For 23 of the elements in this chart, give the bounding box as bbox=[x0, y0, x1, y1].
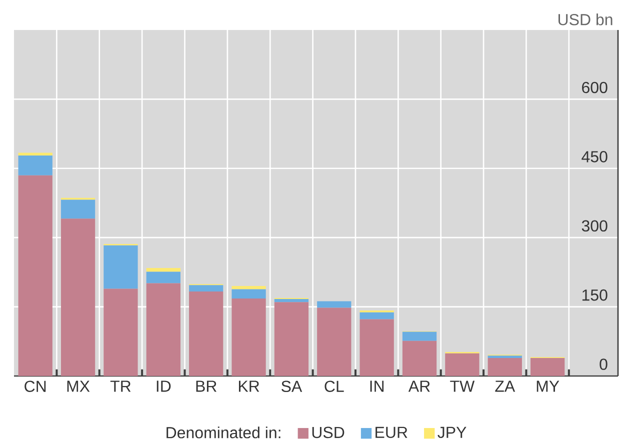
y-tick-label: 600 bbox=[582, 82, 608, 94]
legend-label: USD bbox=[312, 426, 344, 438]
y-tick-label: 150 bbox=[582, 289, 608, 301]
x-tick-label: AR bbox=[408, 380, 430, 392]
x-tick-label: CN bbox=[24, 380, 46, 392]
y-tick-label: 300 bbox=[582, 220, 608, 232]
x-tick-label: CL bbox=[324, 380, 344, 392]
x-tick-label: KR bbox=[238, 380, 260, 392]
x-tick-label: MX bbox=[67, 380, 90, 392]
y-tick-label: 450 bbox=[582, 151, 608, 162]
x-tick-label: TR bbox=[110, 380, 131, 392]
legend-label: JPY bbox=[438, 426, 466, 438]
x-tick-label: BR bbox=[196, 380, 216, 392]
x-tick-label: SA bbox=[282, 380, 302, 392]
y-tick-label: 0 bbox=[600, 358, 608, 370]
x-tick-label: TW bbox=[450, 380, 475, 392]
x-tick-label: MY bbox=[536, 380, 560, 392]
y-axis-title: USD bn bbox=[558, 14, 612, 26]
x-tick-label: ID bbox=[156, 380, 171, 392]
x-tick-label: ZA bbox=[495, 380, 516, 392]
legend-title: Denominated in: bbox=[166, 426, 280, 438]
x-tick-label: IN bbox=[370, 380, 384, 392]
legend-label: EUR bbox=[376, 426, 408, 438]
